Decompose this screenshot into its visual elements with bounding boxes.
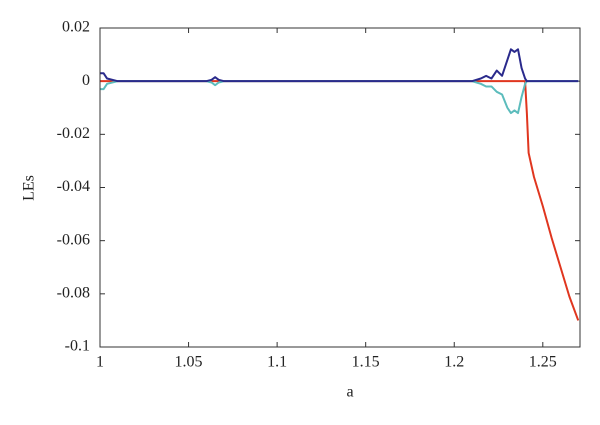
y-tick-label: -0.04 bbox=[57, 178, 90, 195]
x-tick-label: 1.05 bbox=[175, 354, 203, 371]
series-line bbox=[100, 48, 579, 83]
y-tick-label: -0.02 bbox=[57, 125, 90, 142]
y-tick-label: -0.06 bbox=[57, 231, 90, 248]
y-tick-label: -0.1 bbox=[65, 338, 90, 355]
x-tick-label: 1.2 bbox=[444, 354, 464, 371]
x-tick-label: 1 bbox=[96, 354, 104, 371]
y-tick-label: 0 bbox=[82, 72, 90, 89]
y-axis-label: LEs bbox=[21, 175, 38, 201]
plot-frame bbox=[99, 27, 581, 348]
y-tick-label: -0.08 bbox=[57, 285, 90, 302]
x-tick-label: 1.15 bbox=[352, 354, 380, 371]
series-line bbox=[100, 80, 580, 321]
x-axis-label: a bbox=[346, 384, 353, 401]
x-tick-label: 1.25 bbox=[529, 354, 557, 371]
series-line bbox=[100, 80, 579, 115]
x-tick-label: 1.1 bbox=[267, 354, 287, 371]
y-tick-label: 0.02 bbox=[62, 19, 90, 36]
